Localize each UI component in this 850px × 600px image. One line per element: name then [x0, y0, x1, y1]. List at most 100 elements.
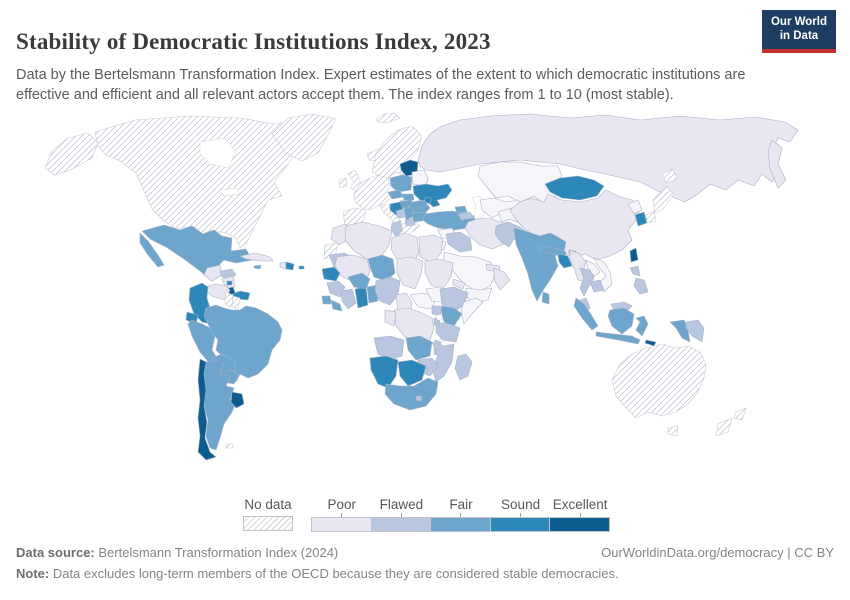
region-uganda[interactable] [431, 305, 443, 317]
legend-swatch-excellent[interactable] [549, 517, 610, 532]
region-baja-california[interactable] [139, 232, 165, 268]
region-alaska[interactable] [44, 132, 99, 176]
region-moldova[interactable] [424, 196, 432, 205]
legend-swatch-fair[interactable] [430, 517, 491, 532]
region-kamchatka[interactable] [767, 139, 787, 189]
region-kenya[interactable] [439, 305, 463, 327]
region-cambodia[interactable] [589, 279, 605, 293]
region-mozambique[interactable] [431, 341, 455, 383]
region-kyushu[interactable] [645, 210, 657, 224]
region-falkland-islands[interactable] [225, 443, 234, 449]
region-congo-gabon[interactable] [384, 309, 397, 327]
legend-item-excellent[interactable]: Excellent [549, 497, 610, 532]
region-borneo[interactable] [607, 307, 635, 335]
region-north-korea[interactable] [627, 199, 643, 215]
region-tanzania[interactable] [435, 321, 461, 343]
region-slovakia[interactable] [401, 193, 415, 201]
region-sumatra[interactable] [573, 297, 599, 331]
region-ivory-coast[interactable] [340, 288, 357, 310]
legend-swatch-sound[interactable] [489, 517, 551, 532]
region-suriname[interactable] [231, 295, 241, 310]
region-mongolia[interactable] [544, 175, 605, 201]
legend-item-flawed[interactable]: Flawed [370, 497, 432, 532]
region-laos[interactable] [585, 259, 601, 277]
region-jamaica[interactable] [253, 264, 262, 270]
region-new-zealand-north[interactable] [733, 407, 747, 421]
region-sudan[interactable] [424, 258, 454, 290]
region-sri-lanka[interactable] [541, 291, 550, 305]
region-angola[interactable] [373, 335, 405, 361]
region-uruguay[interactable] [230, 391, 245, 409]
region-somalia[interactable] [460, 297, 484, 325]
region-west-papua[interactable] [669, 319, 691, 343]
region-russia[interactable] [417, 113, 799, 203]
region-lesotho[interactable] [415, 395, 423, 402]
region-puerto-rico[interactable] [298, 265, 305, 270]
world-choropleth-map [44, 112, 799, 461]
legend-item-sound[interactable]: Sound [489, 497, 551, 532]
region-ukraine[interactable] [412, 183, 453, 208]
region-albania-macedonia[interactable] [404, 217, 416, 227]
owid-link[interactable]: OurWorldinData.org/democracy | CC BY [601, 545, 834, 560]
region-philippines-north[interactable] [629, 265, 641, 277]
region-chile[interactable] [197, 358, 217, 461]
region-cuba[interactable] [239, 252, 274, 262]
owid-logo-line2: in Data [779, 29, 819, 42]
region-burkina-faso[interactable] [347, 272, 371, 290]
region-algeria[interactable] [344, 221, 393, 261]
region-chad[interactable] [396, 256, 424, 290]
region-nigeria[interactable] [374, 276, 401, 306]
region-georgia[interactable] [454, 205, 468, 214]
region-central-african-republic[interactable] [409, 292, 437, 310]
legend-no-data-swatch[interactable] [243, 516, 293, 531]
region-oman[interactable] [493, 267, 511, 291]
region-iraq[interactable] [445, 231, 473, 253]
legend-swatch-poor[interactable] [311, 517, 372, 532]
region-java[interactable] [595, 331, 641, 345]
region-south-korea[interactable] [634, 211, 648, 227]
region-south-africa[interactable] [384, 377, 439, 411]
legend-item-fair[interactable]: Fair [430, 497, 491, 532]
region-papua-new-guinea[interactable] [685, 319, 705, 343]
region-trinidad[interactable] [226, 280, 233, 286]
region-drc[interactable] [393, 307, 435, 343]
region-bangladesh[interactable] [557, 253, 573, 269]
region-haiti[interactable] [279, 261, 287, 270]
region-zambia[interactable] [405, 335, 433, 361]
region-guatemala[interactable] [203, 264, 223, 282]
region-namibia[interactable] [369, 355, 399, 389]
region-india[interactable] [513, 227, 567, 302]
chart-footer: Data source: Bertelsmann Transformation … [16, 545, 834, 581]
region-svalbard[interactable] [375, 112, 401, 124]
region-egypt[interactable] [418, 234, 444, 264]
region-philippines-south[interactable] [633, 277, 649, 295]
region-liberia[interactable] [330, 299, 343, 312]
region-poland[interactable] [389, 174, 413, 193]
region-new-zealand-south[interactable] [715, 417, 733, 437]
region-tunisia[interactable] [390, 220, 403, 238]
region-armenia-azerbaijan[interactable] [457, 211, 475, 221]
region-honshu[interactable] [652, 185, 675, 214]
region-greenland[interactable] [271, 113, 337, 162]
region-belarus[interactable] [411, 169, 429, 187]
region-guyana[interactable] [224, 291, 234, 309]
legend-no-data[interactable]: No data [243, 497, 293, 531]
region-dominican-republic[interactable] [285, 261, 295, 271]
region-eritrea[interactable] [452, 278, 466, 290]
legend-item-poor[interactable]: Poor [311, 497, 372, 532]
region-ghana[interactable] [354, 286, 369, 309]
region-tasmania[interactable] [667, 425, 679, 437]
region-sierra-leone[interactable] [321, 295, 332, 305]
region-brazil[interactable] [203, 304, 283, 383]
region-thailand[interactable] [579, 267, 595, 297]
region-madagascar[interactable] [454, 353, 473, 381]
region-timor-leste[interactable] [644, 339, 657, 347]
region-hokkaido[interactable] [661, 168, 678, 184]
region-ireland[interactable] [338, 177, 348, 189]
region-sulawesi[interactable] [635, 315, 649, 337]
legend-swatch-flawed[interactable] [370, 517, 432, 532]
region-botswana[interactable] [397, 359, 427, 387]
region-australia[interactable] [611, 343, 707, 419]
region-senegal[interactable] [321, 266, 341, 282]
region-taiwan[interactable] [629, 247, 639, 263]
